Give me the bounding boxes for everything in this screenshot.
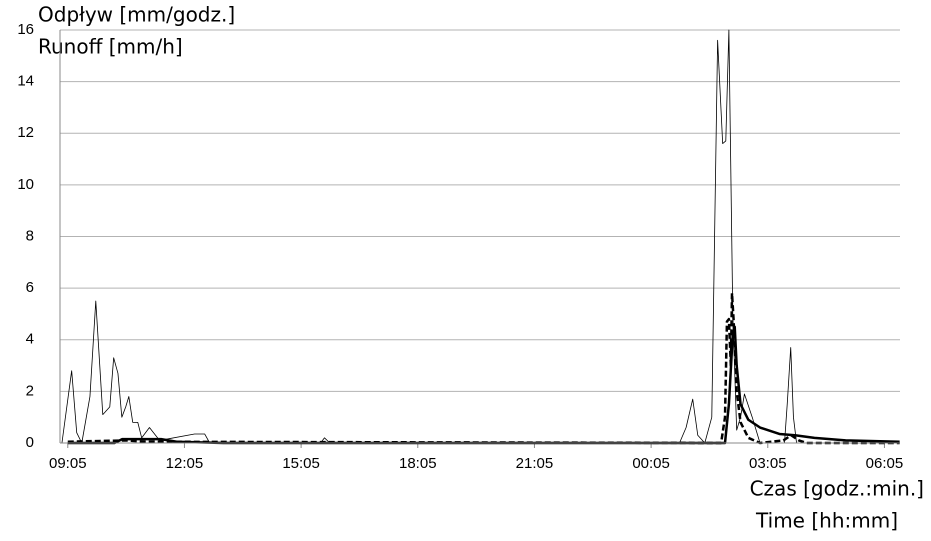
data-line — [67, 325, 900, 445]
data-line — [67, 292, 900, 445]
x-tick-label: 06:05 — [866, 455, 904, 472]
y-tick-label: 0 — [26, 434, 34, 451]
y-tick-label: 12 — [17, 124, 34, 141]
y-tick-label: 2 — [26, 382, 34, 399]
y-axis-title: Odpływ [mm/godz.] — [38, 3, 235, 27]
x-tick-label: 18:05 — [399, 455, 437, 472]
x-tick-label: 15:05 — [282, 455, 320, 472]
x-tick-label: 03:05 — [749, 455, 787, 472]
x-tick-label: 00:05 — [632, 455, 670, 472]
y-tick-label: 4 — [26, 331, 34, 348]
y-axis-title: Runoff [mm/h] — [38, 35, 183, 59]
x-tick-label: 12:05 — [166, 455, 204, 472]
y-tick-label: 16 — [17, 21, 34, 38]
x-tick-label: 09:05 — [49, 455, 87, 472]
data-line — [61, 29, 900, 444]
x-axis-title: Czas [godz.:min.] — [750, 477, 924, 501]
y-tick-label: 6 — [26, 279, 34, 296]
y-tick-label: 10 — [17, 176, 34, 193]
y-tick-label: 8 — [26, 227, 34, 244]
x-axis-title: Time [hh:mm] — [755, 509, 898, 533]
x-tick-label: 21:05 — [516, 455, 554, 472]
y-tick-label: 14 — [17, 73, 34, 90]
